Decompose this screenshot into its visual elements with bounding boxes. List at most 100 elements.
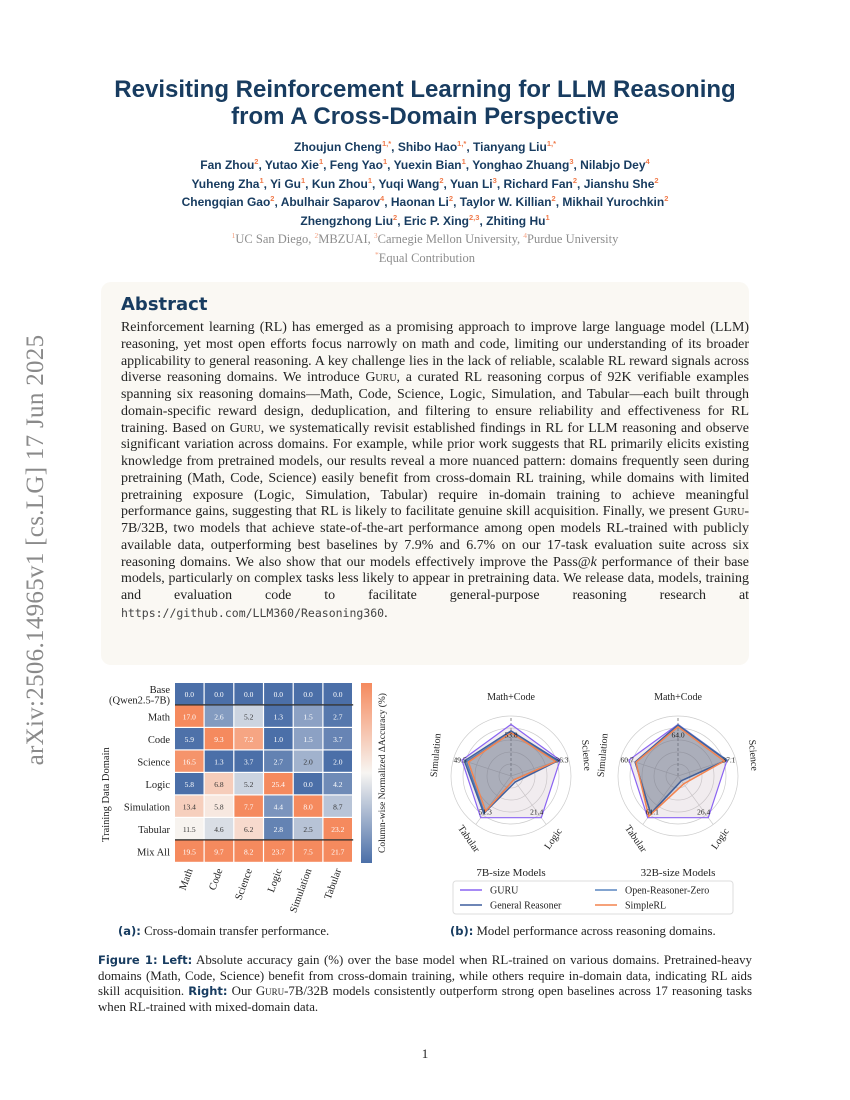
legend-box (452, 880, 734, 915)
affiliation-name: Purdue University (527, 232, 619, 246)
arxiv-stamp: arXiv:2506.14965v1 [cs.LG] 17 Jun 2025 (16, 310, 56, 790)
subcaption-a-label: (a): (118, 924, 141, 938)
heatmap-cell (293, 818, 323, 840)
right-text-2: models consistently outperform strong op… (98, 984, 752, 1014)
cell-value: 2.0 (333, 757, 343, 766)
affiliation-mark: 2 (393, 212, 398, 222)
heatmap-cell (323, 750, 352, 772)
cell-value: 1.5 (303, 712, 313, 721)
heatmap-cell (293, 750, 323, 772)
affiliation-mark: 1,* (381, 139, 392, 148)
heatmap-chart: 0.0 17.0 5.9 16.5 5.8 13.4 11.5 19.5 0.0 2.6 9.3 1.… (101, 683, 388, 915)
heatmap-cell (264, 773, 293, 795)
arxiv-id: arXiv:2506.14965v1 [cs.LG] 17 Jun 2025 (22, 334, 49, 766)
cell-value: 2.7 (274, 757, 284, 766)
radar-series-general-reasoner (463, 730, 560, 815)
affiliation-mark: 4 (380, 194, 385, 204)
data-label: 36.3 (555, 755, 568, 764)
data-label: 37.1 (722, 755, 735, 764)
cell-value: 2.6 (214, 712, 224, 721)
repo-link[interactable]: https://github.com/LLM360/Reasoning360 (121, 605, 385, 620)
equal-contribution-note: *Equal Contribution (100, 251, 750, 266)
cell-value: 13.4 (183, 802, 196, 811)
cell-value: 2.7 (333, 712, 343, 721)
heatmap-cell (264, 750, 293, 772)
heatmap-cell (293, 728, 323, 750)
cell-value: 7.7 (244, 802, 254, 811)
affiliation-mark: 1 (300, 175, 306, 185)
abstract-segment: , two models that achieve state-of-the-a… (121, 521, 749, 570)
heatmap-cell (175, 705, 204, 727)
cell-value: 3.7 (333, 735, 343, 744)
axis-label: Simulation (596, 733, 611, 778)
cell-value: 2.5 (303, 825, 313, 834)
affiliation-mark: 3 (373, 231, 378, 240)
abstract-text: Reinforcement learning (RL) has emerged … (121, 320, 749, 623)
row-label-line: Math (148, 712, 171, 723)
affiliation-mark: 2,3 (469, 212, 480, 222)
affiliation-mark: 2 (254, 157, 259, 167)
cell-value: 6.8 (214, 780, 224, 789)
cell-value: 4.6 (214, 825, 224, 834)
title-line-2: from A Cross-Domain Perspective (231, 103, 619, 130)
abstract-box (101, 282, 749, 665)
author-line: Zhengzhong Liu2, Eric P. Xing2,3, Zhitin… (300, 212, 550, 228)
left-text: Absolute accuracy gain (%) over the base… (98, 953, 752, 999)
affiliation-mark: 1,* (546, 139, 557, 148)
author-name: Jianshu She (583, 176, 655, 191)
heatmap-cell (264, 795, 293, 817)
y-axis-label: Training Data Domain (101, 747, 112, 842)
data-label: 60.7 (620, 755, 633, 764)
model-name: Guru-7B/32B (255, 984, 329, 999)
radar-chart: 53.8 36.3 21.4 51.3 49.5 Math+Code Science Logi… (429, 692, 593, 879)
author-name: Yutao Xie (264, 158, 319, 173)
cell-value: 9.7 (214, 847, 224, 856)
heatmap-cell (293, 795, 323, 817)
author-line: Zhoujun Cheng1,*, Shibo Hao1,*, Tianyang… (293, 139, 557, 154)
author-name: Zhengzhong Liu (300, 213, 394, 228)
heatmap-cell (204, 840, 234, 862)
radar-spoke (510, 775, 547, 825)
legend-label: GURU (490, 886, 519, 897)
cell-value: 21.7 (331, 847, 344, 856)
author-name: Yuheng Zha (191, 176, 260, 191)
row-label: Base (Qwen2.5-7B) (109, 685, 170, 707)
footnote-mark: * (375, 250, 379, 259)
cell-value: 7.5 (303, 847, 313, 856)
cell-value: 4.4 (274, 802, 284, 811)
cell-value: 5.2 (244, 780, 254, 789)
legend-label: Open-Reasoner-Zero (625, 886, 709, 897)
affiliation-mark: 1 (231, 231, 236, 240)
heatmap-cell (293, 705, 323, 727)
column-label: Tabular (323, 867, 344, 901)
heatmap-cell (323, 795, 352, 817)
heatmap-cell (175, 795, 204, 817)
author-name: Shibo Hao (397, 140, 458, 154)
heatmap-cell (264, 840, 293, 862)
heatmap-cell (293, 683, 323, 705)
cell-value: 4.2 (333, 780, 343, 789)
heatmap-cell (175, 750, 204, 772)
cell-value: 1.3 (214, 757, 224, 766)
affiliation-mark: 3 (492, 175, 497, 185)
affiliation-name: UC San Diego (235, 232, 309, 246)
data-label: 61.1 (646, 807, 659, 816)
chart-title: 7B-size Models (476, 867, 545, 879)
radar-ring (617, 715, 739, 837)
author-name: Tianyang Liu (473, 140, 547, 154)
cell-value: 5.9 (185, 735, 195, 744)
author-name: Haonan Li (390, 195, 449, 210)
affiliations: 1UC San Diego, 2MBZUAI, 3Carnegie Mellon… (231, 231, 619, 246)
data-label: 51.3 (479, 807, 492, 816)
cell-value: 1.3 (274, 712, 284, 721)
data-label: 64.0 (671, 730, 684, 739)
heatmap-cell (204, 773, 234, 795)
radar-series-simplerl (635, 725, 726, 818)
heatmap-cell (204, 728, 234, 750)
radar-charts: 53.8 36.3 21.4 51.3 49.5 Math+Code Science Logi… (429, 692, 760, 915)
column-label: Simulation (288, 867, 314, 915)
row-label: Simulation (124, 802, 171, 813)
heatmap-cell (323, 683, 352, 705)
affiliation-mark: 2 (551, 194, 556, 204)
cell-value: 0.0 (244, 690, 254, 699)
